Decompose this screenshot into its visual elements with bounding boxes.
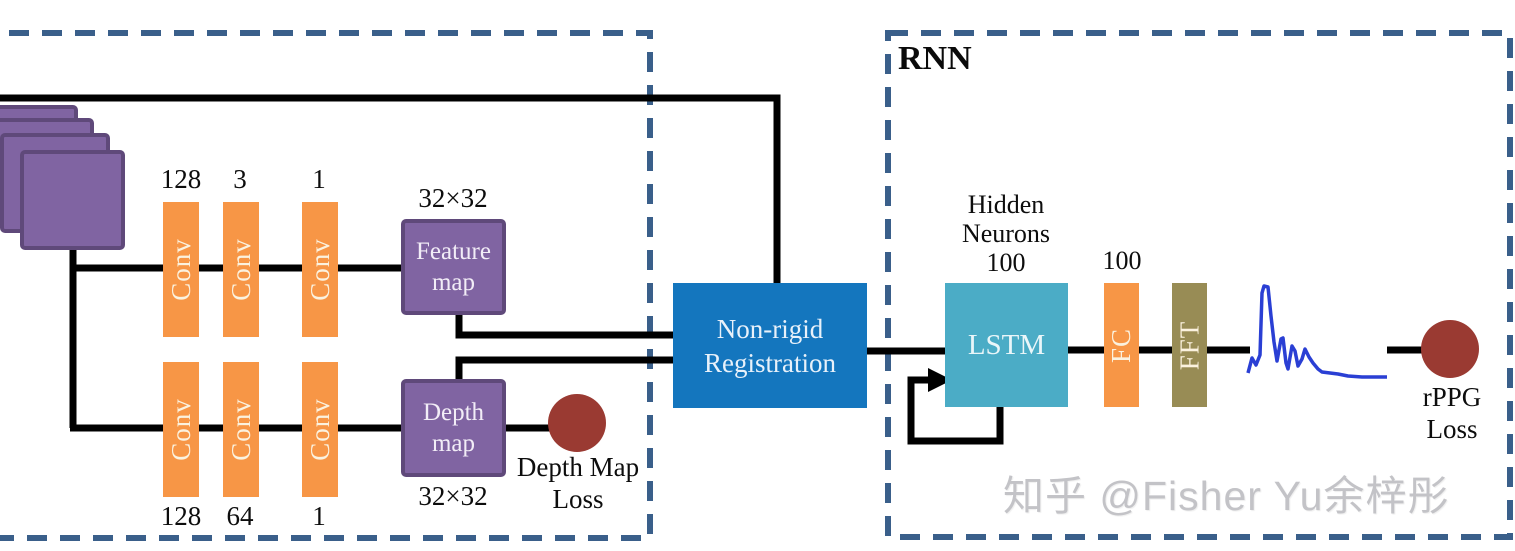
input-to-registration-line [0, 94, 781, 286]
conv-channels-label: 64 [226, 501, 254, 531]
conv-layer: Conv [302, 362, 338, 497]
depth-map-label-line1: Depth [422, 399, 485, 426]
feature-map-label-line2: map [431, 269, 476, 296]
fft-layer: FFT [1172, 283, 1207, 407]
conv-layer-label: Conv [225, 238, 256, 301]
watermark-text: 知乎 @Fisher Yu余梓彤 [1003, 473, 1450, 519]
rnn-group-dashed-box [885, 30, 1513, 540]
feature-map-to-registration-line [455, 312, 675, 339]
depth-map-label-line2: map [431, 430, 476, 457]
input-frame-1 [20, 150, 125, 250]
feedback-arrowhead-icon [928, 368, 952, 392]
fft-layer-label: FFT [1174, 320, 1204, 370]
conv-channels-label: 3 [233, 164, 247, 194]
non-rigid-registration-box: Non-rigid Registration [673, 283, 867, 408]
lstm-label: LSTM [967, 328, 1046, 361]
fc-layer-label: FC [1106, 327, 1136, 363]
conv-channels-label: 1 [312, 164, 326, 194]
depth-map-size-label: 32×32 [418, 481, 488, 511]
registration-label-line2: Registration [704, 347, 836, 378]
conv-channels-label: 128 [160, 164, 202, 194]
rppg-loss-label-line1: rPPG [1422, 382, 1482, 412]
feature-map-box: Feature map [401, 219, 506, 315]
rnn-group-title: RNN [898, 40, 972, 77]
feature-map-size-label: 32×32 [418, 183, 488, 213]
conv-layer-label: Conv [165, 238, 196, 301]
feature-map-label-line1: Feature [416, 238, 491, 265]
conv-layer: Conv [223, 362, 259, 497]
conv-channels-label: 1 [312, 501, 326, 531]
lstm-hidden-label-line2: Neurons [961, 219, 1051, 248]
conv-layer-label: Conv [225, 398, 256, 461]
lstm-feedback-loop-line [907, 376, 1004, 445]
conv-layer: Conv [223, 202, 259, 337]
depth-map-loss-node [548, 394, 606, 452]
lstm-hidden-label-line3: 100 [986, 248, 1026, 277]
rppg-waveform [1246, 284, 1387, 379]
conv-layer: Conv [163, 362, 199, 497]
depth-map-to-registration-line [455, 356, 675, 382]
fc-layer: FC [1104, 283, 1139, 407]
lstm-box: LSTM [945, 283, 1068, 407]
registration-label-line1: Non-rigid [716, 313, 824, 344]
cnn-group-dashed-box [0, 30, 653, 541]
rppg-loss-label-line2: Loss [1426, 414, 1478, 444]
lstm-hidden-label-line1: Hidden [967, 190, 1045, 219]
conv-channels-label: 128 [160, 501, 202, 531]
conv-layer-label: Conv [304, 238, 335, 301]
conv-layer: Conv [163, 202, 199, 337]
depth-map-box: Depth map [401, 379, 506, 477]
depth-map-loss-label-line2: Loss [552, 484, 604, 514]
conv-layer: Conv [302, 202, 338, 337]
conv-layer-label: Conv [165, 398, 196, 461]
depth-map-loss-label-line1: Depth Map [516, 452, 640, 482]
rppg-loss-node [1421, 320, 1479, 378]
fc-size-label: 100 [1102, 246, 1142, 275]
conv-layer-label: Conv [304, 398, 335, 461]
